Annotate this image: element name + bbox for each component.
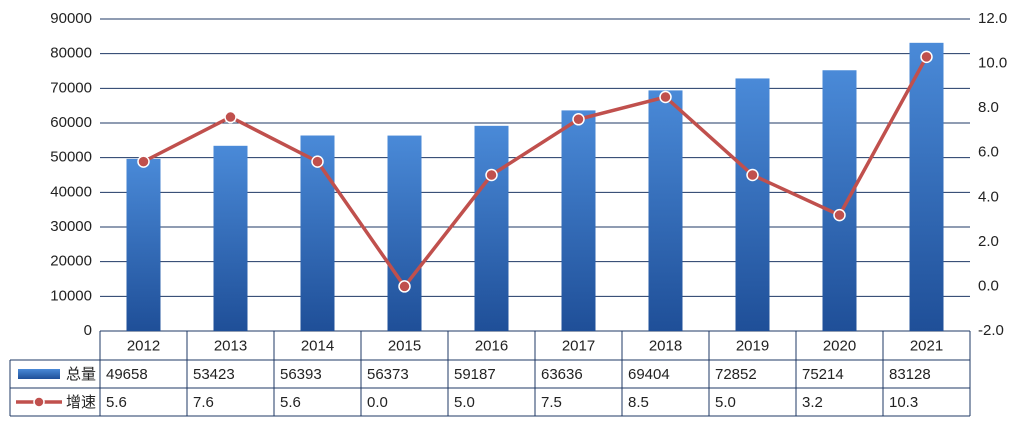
table-value: 69404 bbox=[628, 366, 670, 383]
table-value: 63636 bbox=[541, 366, 583, 383]
y-tick-label: 90000 bbox=[50, 10, 92, 27]
marker bbox=[398, 280, 411, 293]
legend-key bbox=[33, 396, 45, 408]
y2-tick-label: 0.0 bbox=[978, 277, 999, 294]
x-tick-label: 2012 bbox=[127, 337, 160, 354]
y-tick-label: 80000 bbox=[50, 45, 92, 62]
y-tick-label: 20000 bbox=[50, 253, 92, 270]
y2-tick-label: -2.0 bbox=[978, 322, 1004, 339]
y-tick-label: 70000 bbox=[50, 79, 92, 96]
legend-label: 增速 bbox=[66, 394, 96, 411]
y2-tick-label: 10.0 bbox=[978, 55, 1007, 72]
x-tick-label: 2013 bbox=[214, 337, 247, 354]
y-tick-label: 40000 bbox=[50, 183, 92, 200]
marker bbox=[311, 155, 324, 168]
table-value: 7.6 bbox=[193, 394, 214, 411]
y-tick-label: 10000 bbox=[50, 287, 92, 304]
marker bbox=[659, 90, 672, 104]
y2-tick-label: 12.0 bbox=[978, 10, 1007, 27]
table-value: 8.5 bbox=[628, 394, 649, 411]
table-value: 7.5 bbox=[541, 394, 562, 411]
table-value: 83128 bbox=[889, 366, 931, 383]
table-value: 75214 bbox=[802, 366, 844, 383]
bar bbox=[300, 135, 335, 331]
x-tick-label: 2014 bbox=[301, 337, 334, 354]
bar bbox=[822, 70, 857, 332]
table-value: 0.0 bbox=[367, 394, 388, 411]
x-tick-label: 2016 bbox=[475, 337, 508, 354]
bar bbox=[213, 145, 248, 331]
bar bbox=[909, 42, 944, 331]
line bbox=[142, 56, 929, 290]
bar bbox=[126, 158, 161, 331]
x-tick-label: 2019 bbox=[736, 337, 769, 354]
bar bbox=[387, 135, 422, 331]
y-tick-label: 50000 bbox=[50, 149, 92, 166]
marker bbox=[224, 110, 237, 124]
y-tick-label: 60000 bbox=[50, 114, 92, 131]
marker bbox=[833, 208, 846, 222]
y2-tick-label: 4.0 bbox=[978, 188, 999, 205]
y-tick-label: 0 bbox=[84, 322, 92, 339]
table-value: 5.6 bbox=[106, 394, 127, 411]
legend-key bbox=[18, 369, 60, 379]
legend-label: 总量 bbox=[66, 366, 96, 383]
table-value: 5.0 bbox=[454, 394, 475, 411]
bar bbox=[561, 110, 596, 331]
marker bbox=[920, 50, 933, 64]
table-value: 49658 bbox=[106, 366, 148, 383]
bar bbox=[474, 125, 509, 332]
x-tick-label: 2018 bbox=[649, 337, 682, 354]
table-value: 59187 bbox=[454, 366, 496, 383]
marker bbox=[572, 113, 585, 126]
x-tick-label: 2021 bbox=[910, 337, 943, 354]
table-value: 10.3 bbox=[889, 394, 918, 411]
table-value: 5.0 bbox=[715, 394, 736, 411]
table-value: 53423 bbox=[193, 366, 235, 383]
x-tick-label: 2017 bbox=[562, 337, 595, 354]
table-value: 56373 bbox=[367, 366, 409, 383]
y-tick-label: 30000 bbox=[50, 218, 92, 235]
bar bbox=[735, 78, 770, 331]
marker bbox=[746, 168, 759, 182]
marker bbox=[137, 155, 150, 168]
table-value: 3.2 bbox=[802, 394, 823, 411]
bar bbox=[648, 90, 683, 331]
table-value: 5.6 bbox=[280, 394, 301, 411]
marker bbox=[485, 168, 498, 182]
x-tick-label: 2020 bbox=[823, 337, 856, 354]
table-value: 56393 bbox=[280, 366, 322, 383]
table-value: 72852 bbox=[715, 366, 757, 383]
y2-tick-label: 2.0 bbox=[978, 233, 999, 250]
x-tick-label: 2015 bbox=[388, 337, 421, 354]
y2-tick-label: 8.0 bbox=[978, 99, 999, 116]
y2-tick-label: 6.0 bbox=[978, 144, 999, 161]
